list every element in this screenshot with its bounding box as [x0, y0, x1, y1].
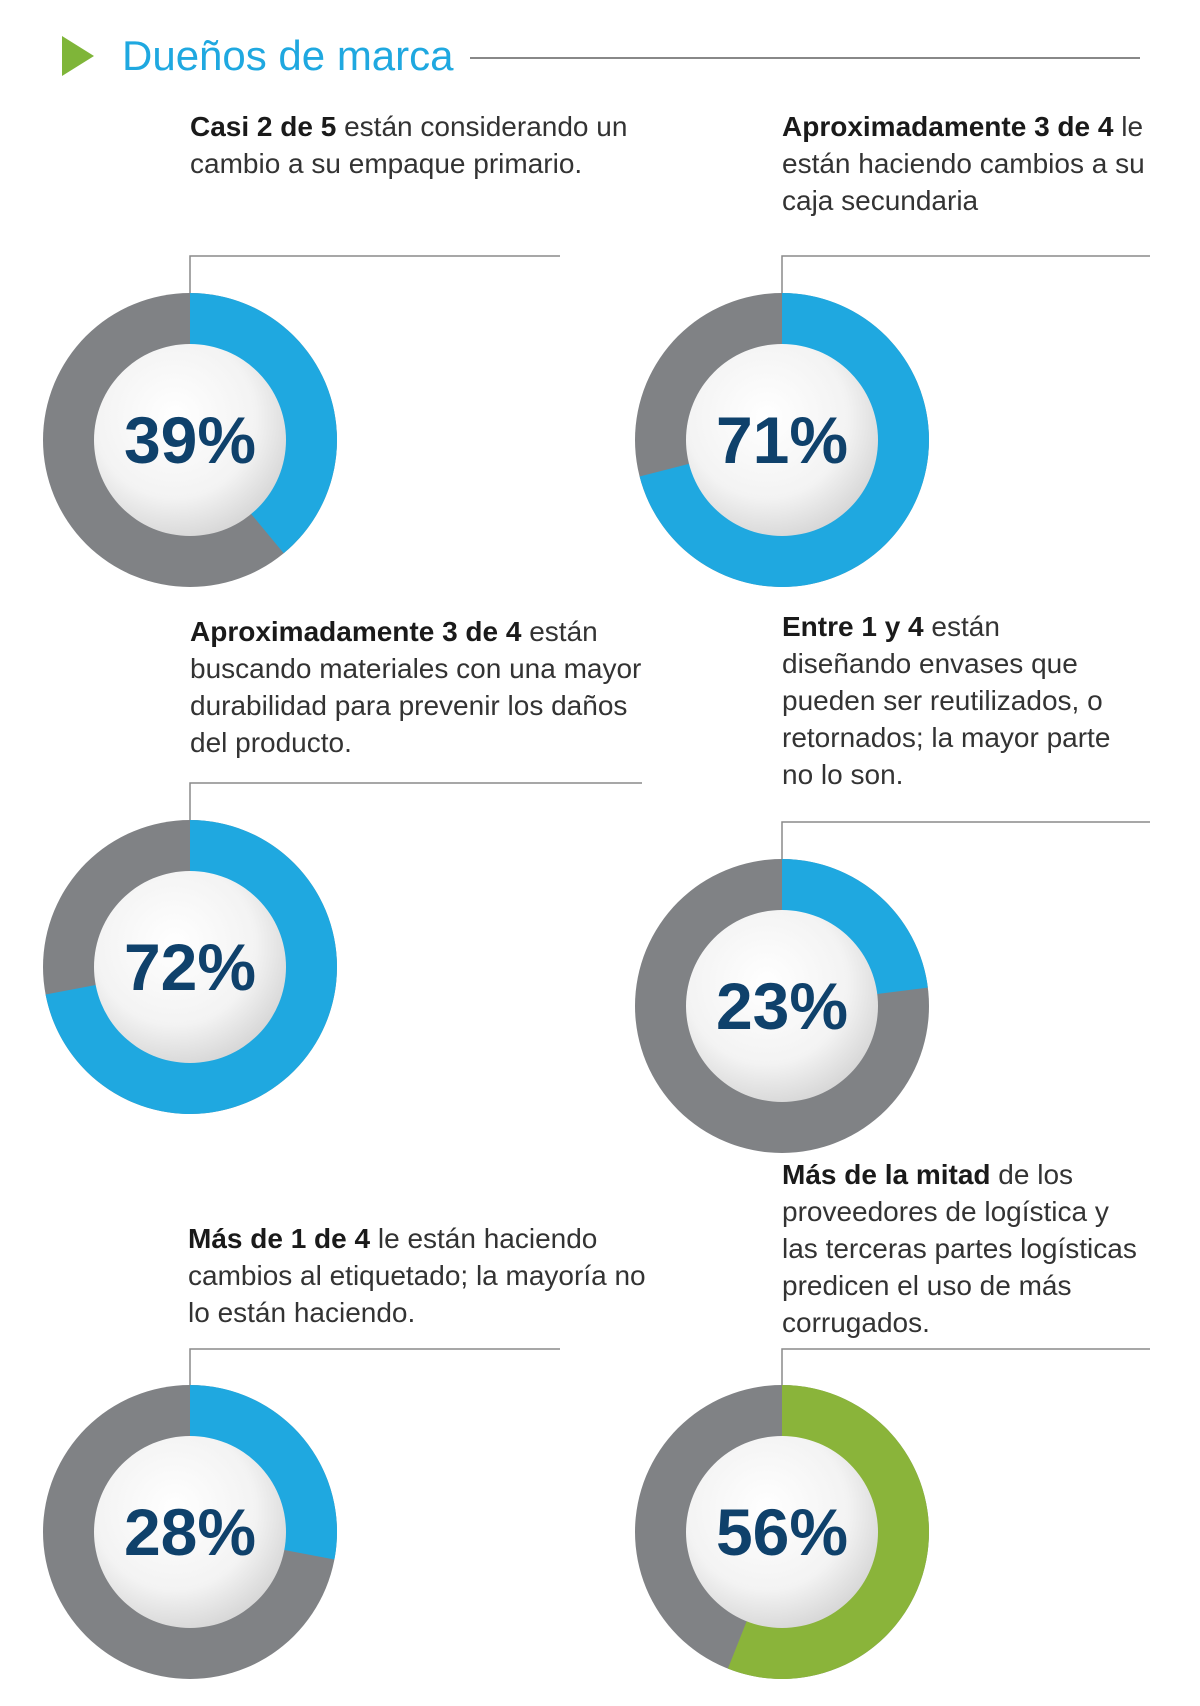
donut-2-center [686, 344, 878, 536]
caption-2: Aproximadamente 3 de 4 le están haciendo… [782, 108, 1182, 219]
donut-6-center [686, 1436, 878, 1628]
caption-2-bold: Aproximadamente 3 de 4 [782, 111, 1114, 142]
caption-4-bold: Entre 1 y 4 [782, 611, 924, 642]
caption-5-bold: Más de 1 de 4 [188, 1223, 371, 1254]
donut-chart-4: 23% [635, 859, 929, 1153]
caption-1: Casi 2 de 5 están considerando un cambio… [190, 108, 660, 182]
caption-1-text: están considerando un cambio a su empaqu… [190, 111, 628, 179]
page-header: Dueños de marca [0, 0, 1200, 110]
caption-6-bold: Más de la mitad [782, 1159, 991, 1190]
caption-2-text: le están haciendo cambios a su caja secu… [782, 111, 1145, 216]
donut-1-value-label: 39% [124, 403, 256, 477]
donut-5-value-label: 28% [124, 1495, 256, 1569]
donut-chart-5: 28% [43, 1385, 338, 1679]
caption-6-text: de los proveedores de logística y las te… [782, 1159, 1137, 1338]
page-title: Dueños de marca [122, 32, 454, 79]
donut-4-center [686, 910, 878, 1102]
caption-3: Aproximadamente 3 de 4 están buscando ma… [190, 613, 660, 761]
caption-4: Entre 1 y 4 están diseñando envases que … [782, 608, 1112, 793]
donut-chart-2: 71% [635, 293, 930, 587]
donut-1-center [94, 344, 286, 536]
donut-3-center [94, 871, 286, 1063]
donut-6-value-label: 56% [716, 1495, 848, 1569]
caption-4-text: están diseñando envases que pueden ser r… [782, 611, 1111, 790]
caption-1-bold: Casi 2 de 5 [190, 111, 337, 142]
donut-2-value-label: 71% [716, 403, 848, 477]
caption-3-text: están buscando materiales con una mayor … [190, 616, 642, 758]
caption-3-bold: Aproximadamente 3 de 4 [190, 616, 522, 647]
donut-5-center [94, 1436, 286, 1628]
triangle-bullet-icon [62, 36, 94, 76]
header-divider [470, 57, 1140, 59]
donut-3-value-label: 72% [124, 930, 256, 1004]
donut-chart-1: 39% [43, 293, 338, 587]
caption-5-text: le están haciendo cambios al etiquetado;… [188, 1223, 646, 1328]
donut-chart-6: 56% [635, 1385, 929, 1679]
caption-5: Más de 1 de 4 le están haciendo cambios … [188, 1220, 658, 1331]
caption-6: Más de la mitad de los proveedores de lo… [782, 1156, 1152, 1341]
donut-chart-3: 72% [43, 820, 337, 1114]
donut-4-value-label: 23% [716, 969, 848, 1043]
